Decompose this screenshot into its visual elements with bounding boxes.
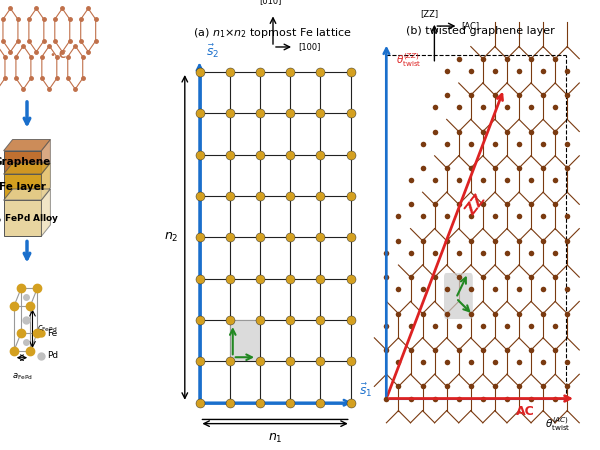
Text: Fe layer: Fe layer xyxy=(0,181,46,192)
Polygon shape xyxy=(41,189,50,236)
Polygon shape xyxy=(4,189,50,200)
Text: AC: AC xyxy=(516,405,535,418)
Polygon shape xyxy=(4,200,41,236)
Text: [010]: [010] xyxy=(260,0,282,5)
Text: $\vec{s}_1$: $\vec{s}_1$ xyxy=(359,381,373,399)
Text: $\bullet$ C: $\bullet$ C xyxy=(49,48,67,60)
Text: $a_{\mathrm{FePd}}$: $a_{\mathrm{FePd}}$ xyxy=(11,371,32,382)
Text: $\theta^{(AC)}_{\mathrm{twist}}$: $\theta^{(AC)}_{\mathrm{twist}}$ xyxy=(545,415,571,433)
Polygon shape xyxy=(4,174,41,199)
Polygon shape xyxy=(41,163,50,199)
Text: (a) $n_1{\times}n_2$ topmost Fe lattice: (a) $n_1{\times}n_2$ topmost Fe lattice xyxy=(193,26,353,40)
FancyBboxPatch shape xyxy=(444,273,473,319)
Text: $L1_0$ FePd Alloy: $L1_0$ FePd Alloy xyxy=(0,212,59,225)
Polygon shape xyxy=(41,140,50,173)
Text: ZZ: ZZ xyxy=(463,191,488,217)
Bar xyxy=(230,320,260,361)
Polygon shape xyxy=(4,163,50,174)
Text: Pd: Pd xyxy=(47,351,58,360)
Text: Graphene: Graphene xyxy=(0,157,51,167)
Text: $n_2$: $n_2$ xyxy=(164,231,179,244)
Polygon shape xyxy=(4,151,41,173)
Text: [AC]: [AC] xyxy=(461,22,479,31)
Text: [ZZ]: [ZZ] xyxy=(421,9,439,18)
Polygon shape xyxy=(4,140,50,151)
Text: $\vec{s}_2$: $\vec{s}_2$ xyxy=(206,42,219,59)
Text: [100]: [100] xyxy=(298,42,320,51)
Text: $\theta^{(ZZ)}_{\mathrm{twist}}$: $\theta^{(ZZ)}_{\mathrm{twist}}$ xyxy=(396,51,422,69)
Text: Fe: Fe xyxy=(47,328,57,338)
Text: $n_1$: $n_1$ xyxy=(268,432,283,445)
Text: (b) twisted graphene layer: (b) twisted graphene layer xyxy=(406,26,554,36)
Text: $c_{\mathrm{FePd}}$: $c_{\mathrm{FePd}}$ xyxy=(37,324,58,334)
